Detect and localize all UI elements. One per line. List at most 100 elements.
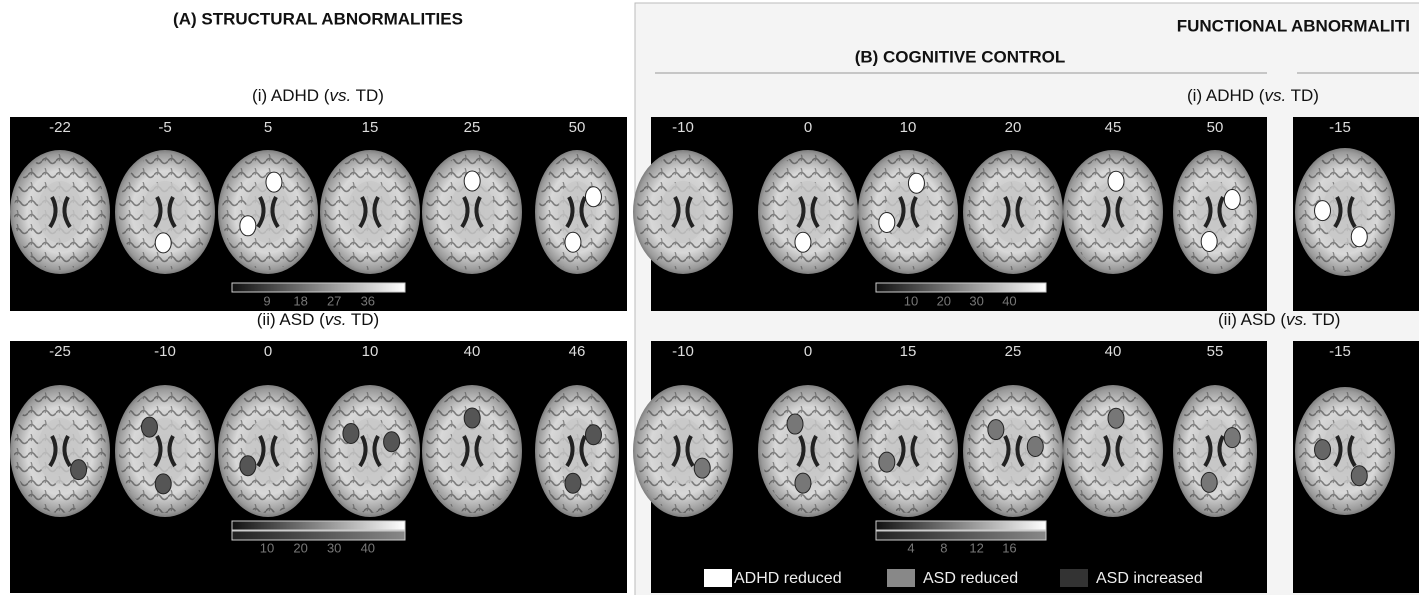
activation-blob xyxy=(1314,200,1332,222)
ventricle xyxy=(671,196,695,229)
activation-blob xyxy=(239,455,257,477)
colorbar-tick-label: 20 xyxy=(293,540,307,555)
activation-blob xyxy=(1223,188,1241,210)
brain-core xyxy=(885,418,931,484)
label-part: TD) xyxy=(346,310,379,329)
colorbar xyxy=(231,530,406,541)
slice-number: 50 xyxy=(1207,119,1224,136)
activation-blob xyxy=(878,451,896,473)
ventricle xyxy=(1203,196,1227,229)
slice-number: 10 xyxy=(362,343,379,360)
slice-number: 50 xyxy=(569,119,586,136)
brain-core xyxy=(142,181,188,243)
activation-blob xyxy=(1107,170,1125,192)
slice-number: -10 xyxy=(672,119,694,136)
brain-core xyxy=(449,181,495,243)
legend-label: ASD increased xyxy=(1096,570,1203,587)
brain-core xyxy=(245,418,291,484)
row-label: (ii) ASD (vs. TD) xyxy=(1218,310,1340,329)
ventricle xyxy=(1101,196,1125,229)
brain-core xyxy=(1090,418,1136,484)
colorbar-tick-label: 4 xyxy=(907,540,914,555)
ventricle xyxy=(358,196,382,229)
brain-core xyxy=(660,181,706,243)
activation-blob xyxy=(383,431,401,453)
panel-title: (A) STRUCTURAL ABNORMALITIES xyxy=(173,9,463,28)
colorbar xyxy=(875,282,1047,293)
image-panel xyxy=(651,341,1267,593)
label-part: vs. xyxy=(1286,310,1308,329)
brain-core xyxy=(885,181,931,243)
legend-swatch xyxy=(887,569,915,587)
activation-blob xyxy=(1223,427,1241,449)
panel-title: FUNCTIONAL ABNORMALITI xyxy=(1177,16,1410,35)
label-part: (i) ADHD ( xyxy=(1187,86,1265,105)
colorbar-tick-label: 30 xyxy=(327,540,341,555)
colorbar-tick-label: 8 xyxy=(940,540,947,555)
label-part: TD) xyxy=(1308,310,1341,329)
slice-number: -10 xyxy=(672,343,694,360)
ventricle xyxy=(48,196,72,229)
activation-blob xyxy=(786,413,804,435)
colorbar xyxy=(231,520,406,531)
brain-core xyxy=(785,181,831,243)
ventricle xyxy=(796,435,820,468)
activation-blob xyxy=(794,472,812,494)
row-label: (i) ADHD (vs. TD) xyxy=(1187,86,1319,105)
ventricle xyxy=(256,435,280,468)
slice-number: 25 xyxy=(1005,343,1022,360)
slice-number: 40 xyxy=(464,343,481,360)
colorbar-tick-label: 9 xyxy=(263,293,270,308)
colorbar xyxy=(875,530,1047,541)
row-label: (ii) ASD (vs. TD) xyxy=(257,310,379,329)
ventricle xyxy=(256,196,280,229)
ventricle xyxy=(565,196,589,229)
ventricle xyxy=(358,435,382,468)
brain-core xyxy=(1090,181,1136,243)
legend-swatch xyxy=(1060,569,1088,587)
ventricle xyxy=(1101,435,1125,468)
activation-blob xyxy=(693,457,711,479)
colorbar-tick-label: 12 xyxy=(969,540,983,555)
colorbar-tick-label: 40 xyxy=(361,540,375,555)
label-part: (i) ADHD ( xyxy=(252,86,330,105)
legend-label: ASD reduced xyxy=(923,570,1018,587)
colorbar-tick-label: 10 xyxy=(260,540,274,555)
slice-number: 55 xyxy=(1207,343,1224,360)
brain-core xyxy=(347,181,393,243)
activation-blob xyxy=(154,232,172,254)
ventricle xyxy=(796,196,820,229)
activation-blob xyxy=(239,215,257,237)
slice-number: -5 xyxy=(158,119,171,136)
activation-blob xyxy=(564,231,582,253)
ventricle xyxy=(1001,196,1025,229)
activation-blob xyxy=(987,419,1005,441)
label-part: vs. xyxy=(329,86,351,105)
activation-blob xyxy=(265,171,283,193)
slice-number: 10 xyxy=(900,119,917,136)
colorbar-tick-label: 36 xyxy=(361,293,375,308)
ventricle xyxy=(153,435,177,468)
label-part: vs. xyxy=(1264,86,1286,105)
activation-blob xyxy=(1107,407,1125,429)
colorbar xyxy=(231,282,406,293)
colorbar-tick-label: 20 xyxy=(937,293,951,308)
ventricle xyxy=(896,196,920,229)
content: (i) ADHD (vs. TD)-22 -5 5 15 25 509 18 27 36(ii)… xyxy=(10,86,1419,593)
colorbar-tick-label: 40 xyxy=(1002,293,1016,308)
ventricle xyxy=(1333,196,1357,229)
activation-blob xyxy=(794,231,812,253)
colorbar-tick-label: 27 xyxy=(327,293,341,308)
activation-blob xyxy=(907,172,925,194)
slice-number: 5 xyxy=(264,119,272,136)
brain-core xyxy=(449,418,495,484)
activation-blob xyxy=(463,407,481,429)
colorbar-tick-label: 10 xyxy=(904,293,918,308)
colorbar xyxy=(875,520,1047,531)
activation-blob xyxy=(1350,465,1368,487)
slice-number: 0 xyxy=(804,119,812,136)
activation-blob xyxy=(584,186,602,208)
slice-number: -25 xyxy=(49,343,71,360)
activation-blob xyxy=(70,459,88,481)
